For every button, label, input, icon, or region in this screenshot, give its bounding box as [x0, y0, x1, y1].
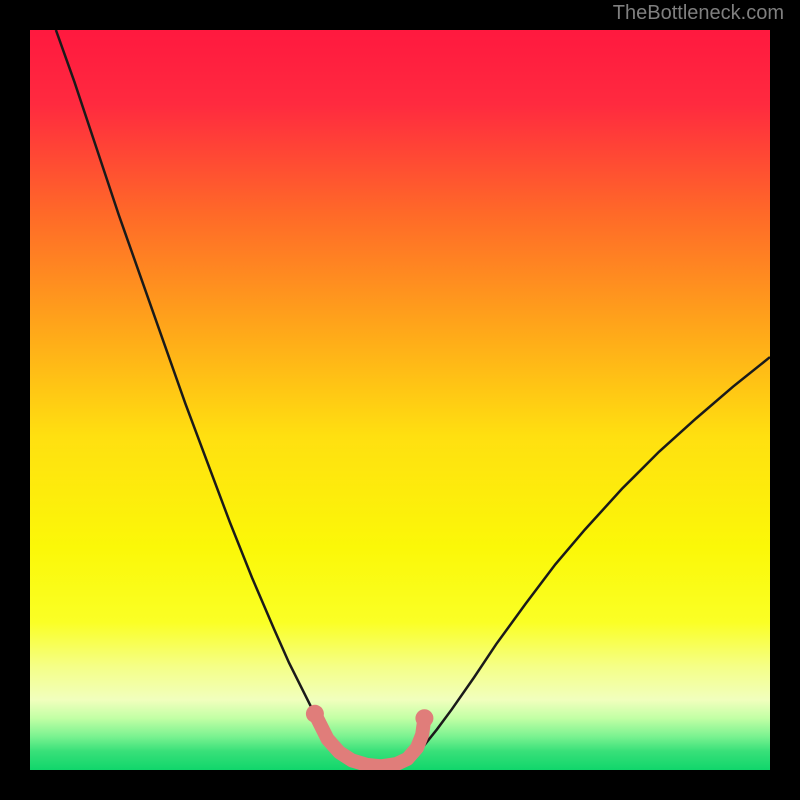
chart-plot-area [30, 30, 770, 770]
highlight-endpoint-dot [306, 705, 324, 723]
watermark-text: TheBottleneck.com [613, 2, 784, 25]
chart-svg [30, 30, 770, 770]
bottleneck-curve [56, 30, 770, 767]
outer-frame: TheBottleneck.com [0, 0, 800, 800]
highlight-endpoint-dot [415, 709, 433, 727]
optimal-range-highlight [315, 714, 425, 767]
